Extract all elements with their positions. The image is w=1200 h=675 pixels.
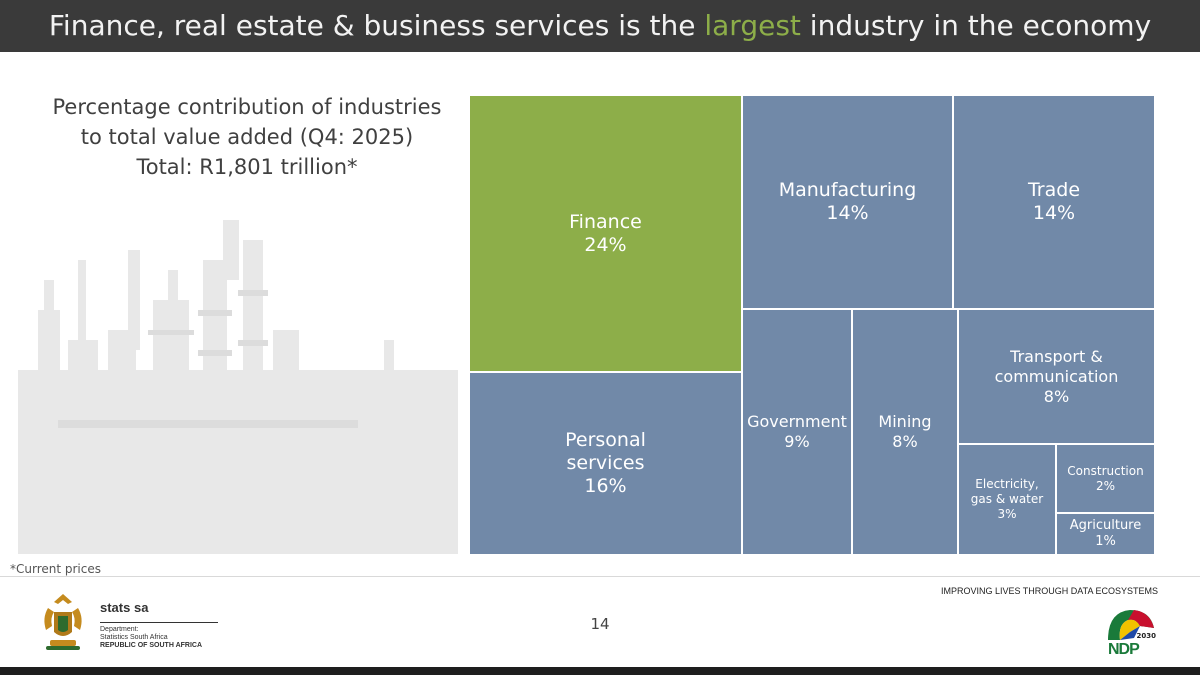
tile-value-mining: 8%	[892, 432, 918, 451]
tile-label-mining-1: Mining	[878, 412, 932, 431]
stats-sa-logo: stats sa Department: Statistics South Af…	[38, 590, 228, 662]
tile-value-trade: 14%	[1032, 202, 1076, 224]
logo-line-1: Department:	[100, 626, 139, 633]
title-text-start: Finance, real estate & business services…	[48, 9, 705, 42]
tile-label-finance-1: Finance	[569, 210, 642, 233]
tile-label-electricity-gas-water-1: Electricity,	[975, 477, 1039, 491]
slide-content: Percentage contribution of industries to…	[0, 52, 1200, 667]
tile-label-transport-communication-1: Transport &	[1010, 346, 1103, 366]
tile-label-personal-services-2: services	[566, 452, 645, 474]
tile-label-transport-communication-2: communication	[994, 366, 1119, 386]
logo-rule	[100, 622, 218, 623]
tile-mining: Mining 8%	[851, 308, 959, 556]
tile-label-manufacturing-1: Manufacturing	[778, 179, 917, 201]
subtitle-line-3: Total: R1,801 trillion*	[136, 155, 358, 179]
tile-value-construction: 2%	[1095, 478, 1116, 493]
tile-label-construction-1: Construction	[1067, 463, 1144, 478]
chart-subtitle: Percentage contribution of industries to…	[22, 92, 472, 182]
tile-value-finance: 24%	[584, 233, 627, 256]
tile-personal-services: Personal services 16%	[468, 371, 743, 556]
industry-treemap: Finance 24% Personal services 16% Manufacturi…	[468, 94, 1156, 556]
logo-line-2: Statistics South Africa	[100, 634, 168, 641]
tile-label-agriculture-1: Agriculture	[1069, 518, 1142, 533]
subtitle-line-1: Percentage contribution of industries	[52, 95, 442, 119]
ndp-2030-logo: 2030 NDP	[1100, 606, 1160, 662]
title-bar: Finance, real estate & business services…	[0, 0, 1200, 52]
tile-value-transport-communication: 8%	[1043, 386, 1070, 406]
tile-label-electricity-gas-water-2: gas & water	[970, 492, 1044, 506]
tile-government: Government 9%	[741, 308, 853, 556]
tile-value-electricity-gas-water: 3%	[997, 507, 1017, 521]
tile-manufacturing: Manufacturing 14%	[741, 94, 954, 310]
tile-finance: Finance 24%	[468, 94, 743, 373]
ndp-wordmark: NDP	[1108, 641, 1140, 658]
title-text-end: industry in the economy	[800, 9, 1152, 42]
page-number: 14	[590, 615, 610, 633]
tile-label-government-1: Government	[747, 412, 847, 431]
tile-agriculture: Agriculture 1%	[1055, 512, 1156, 556]
logo-brand: stats sa	[100, 600, 149, 615]
tile-electricity-gas-water: Electricity, gas & water 3%	[957, 443, 1057, 556]
coat-of-arms-icon	[44, 594, 82, 650]
tile-transport-communication: Transport & communication 8%	[957, 308, 1156, 445]
tile-label-personal-services-1: Personal	[565, 429, 646, 451]
footnote: *Current prices	[10, 562, 102, 576]
tile-construction: Construction 2%	[1055, 443, 1156, 514]
tile-value-agriculture: 1%	[1095, 534, 1116, 549]
ndp-flag-icon	[1108, 610, 1154, 640]
footer-divider	[0, 576, 1200, 577]
tagline: IMPROVING LIVES THROUGH DATA ECOSYSTEMS	[940, 586, 1158, 596]
tile-value-government: 9%	[784, 432, 810, 451]
subtitle-line-2: to total value added (Q4: 2025)	[80, 125, 414, 149]
refinery-silhouette-image	[18, 220, 458, 554]
slide-title: Finance, real estate & business services…	[0, 0, 1200, 52]
tile-value-personal-services: 16%	[584, 475, 627, 497]
tile-value-manufacturing: 14%	[826, 202, 869, 224]
title-highlight: largest	[704, 9, 801, 42]
tile-label-trade-1: Trade	[1027, 179, 1081, 201]
ndp-year: 2030	[1136, 632, 1156, 640]
logo-line-3: REPUBLIC OF SOUTH AFRICA	[100, 642, 203, 649]
tile-trade: Trade 14%	[952, 94, 1156, 310]
